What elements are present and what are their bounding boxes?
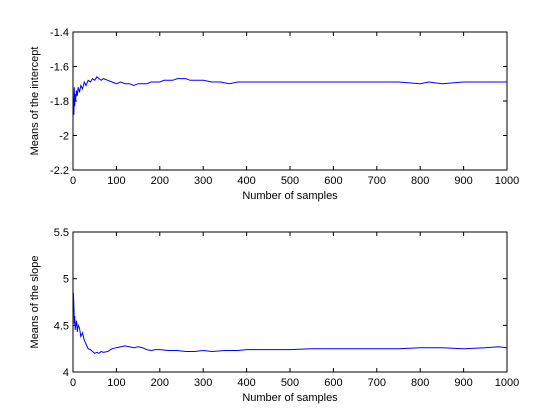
y-tick-label: 4.5 [54, 320, 69, 332]
x-tick-label: 600 [324, 377, 342, 389]
x-tick-label: 400 [237, 175, 255, 187]
y-tick-label: -1.8 [50, 96, 69, 108]
x-tick-label: 200 [151, 175, 169, 187]
x-axis-label: Number of samples [242, 392, 338, 404]
x-tick-label: 500 [281, 377, 299, 389]
x-tick-label: 0 [70, 175, 76, 187]
x-tick-label: 100 [107, 377, 125, 389]
x-tick-label: 400 [237, 377, 255, 389]
x-tick-label: 900 [454, 377, 472, 389]
x-axis-label: Number of samples [242, 190, 338, 202]
y-axis-label: Means of the intercept [29, 47, 41, 156]
y-axis-label: Means of the slope [29, 256, 41, 349]
y-tick-label: 5.5 [54, 227, 69, 239]
y-tick-label: -2 [59, 131, 69, 143]
plot-area [72, 31, 508, 171]
x-tick-label: 700 [368, 175, 386, 187]
y-tick-label: 4 [63, 367, 69, 379]
x-tick-label: 600 [324, 175, 342, 187]
y-tick-label: -2.2 [50, 165, 69, 177]
x-tick-label: 0 [70, 377, 76, 389]
x-tick-label: 300 [194, 175, 212, 187]
x-tick-label: 100 [107, 175, 125, 187]
x-tick-label: 800 [411, 377, 429, 389]
x-tick-label: 200 [151, 377, 169, 389]
x-tick-label: 800 [411, 175, 429, 187]
x-tick-label: 300 [194, 377, 212, 389]
x-tick-label: 1000 [495, 175, 519, 187]
y-tick-label: -1.6 [50, 62, 69, 74]
x-tick-label: 1000 [495, 377, 519, 389]
slope-panel: 0 100 200 300 400 500 600 700 800 900 1000 4 4.5 5 5.5… [29, 227, 519, 404]
x-tick-label: 900 [454, 175, 472, 187]
series-line [72, 292, 508, 354]
plot-area [72, 231, 508, 373]
x-tick-label: 500 [281, 175, 299, 187]
y-tick-label: -1.4 [50, 27, 69, 39]
series-line [72, 76, 507, 115]
x-tick-label: 700 [368, 377, 386, 389]
intercept-panel: 0 100 200 300 400 500 600 700 800 900 1000 -2.2 -2 -1… [29, 27, 519, 202]
y-tick-label: 5 [63, 274, 69, 286]
